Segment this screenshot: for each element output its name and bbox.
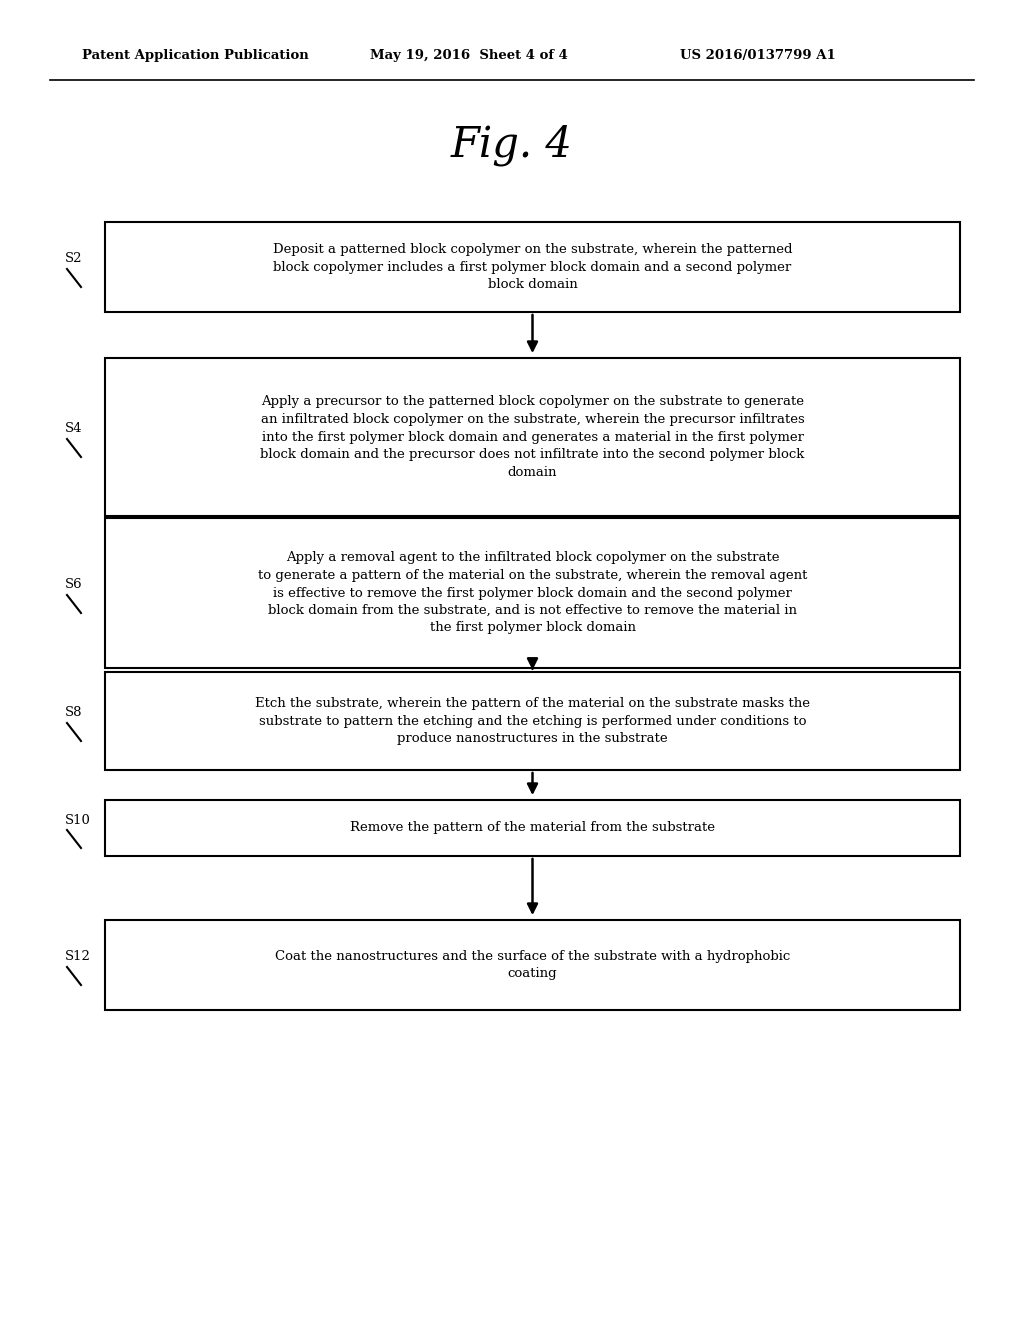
Text: Apply a precursor to the patterned block copolymer on the substrate to generate
: Apply a precursor to the patterned block… bbox=[260, 396, 805, 479]
Text: S2: S2 bbox=[65, 252, 83, 265]
Text: S10: S10 bbox=[65, 813, 91, 826]
Bar bbox=[105, 920, 961, 1010]
Text: S4: S4 bbox=[65, 422, 83, 436]
Text: S8: S8 bbox=[65, 706, 83, 719]
Bar bbox=[105, 358, 961, 516]
Text: Apply a removal agent to the infiltrated block copolymer on the substrate
to gen: Apply a removal agent to the infiltrated… bbox=[258, 552, 807, 635]
Text: Etch the substrate, wherein the pattern of the material on the substrate masks t: Etch the substrate, wherein the pattern … bbox=[255, 697, 810, 744]
Bar bbox=[105, 800, 961, 855]
Bar bbox=[105, 222, 961, 312]
Text: US 2016/0137799 A1: US 2016/0137799 A1 bbox=[680, 49, 836, 62]
Text: Patent Application Publication: Patent Application Publication bbox=[82, 49, 309, 62]
Bar bbox=[105, 672, 961, 770]
Text: Fig. 4: Fig. 4 bbox=[451, 124, 573, 166]
Text: Remove the pattern of the material from the substrate: Remove the pattern of the material from … bbox=[350, 821, 715, 834]
Bar bbox=[105, 517, 961, 668]
Text: S6: S6 bbox=[65, 578, 83, 591]
Text: Deposit a patterned block copolymer on the substrate, wherein the patterned
bloc: Deposit a patterned block copolymer on t… bbox=[272, 243, 793, 290]
Text: S12: S12 bbox=[65, 950, 91, 964]
Text: Coat the nanostructures and the surface of the substrate with a hydrophobic
coat: Coat the nanostructures and the surface … bbox=[274, 950, 791, 981]
Text: May 19, 2016  Sheet 4 of 4: May 19, 2016 Sheet 4 of 4 bbox=[370, 49, 568, 62]
